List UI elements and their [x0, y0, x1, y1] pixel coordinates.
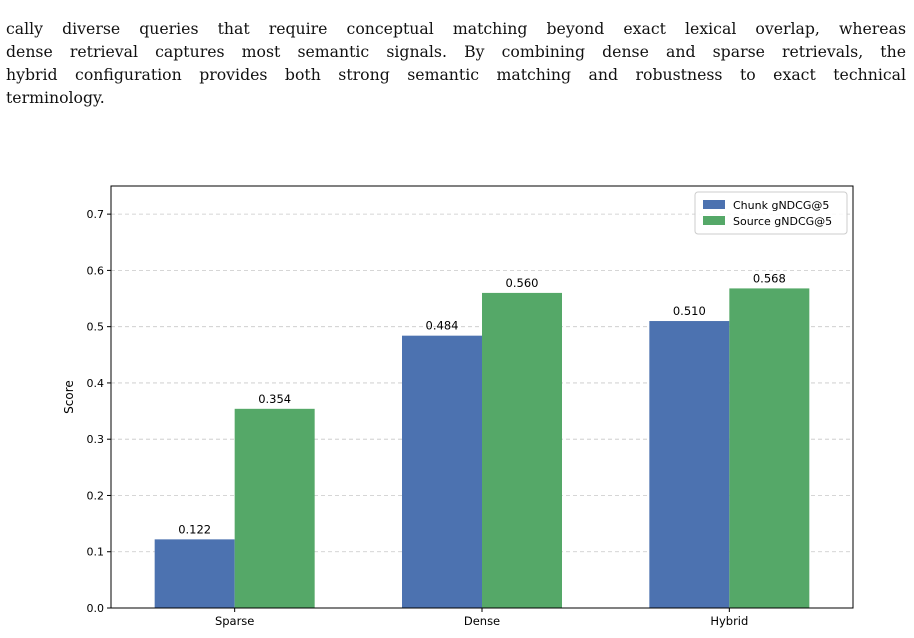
- y-tick-label: 0.5: [87, 321, 105, 334]
- bar-dense-chunk: [402, 335, 482, 608]
- data-label: 0.568: [753, 271, 786, 285]
- paragraph-line: hybrid configuration provides both stron…: [6, 65, 906, 84]
- axes: 0.0 0.1 0.2 0.3 0.4 0.5 0.6 0.7 Sparse Dense Hybri…: [87, 208, 749, 628]
- y-tick-label: 0.1: [87, 546, 105, 559]
- y-axis-label: Score: [62, 380, 76, 414]
- legend-label-chunk: Chunk gNDCG@5: [733, 199, 829, 212]
- bar-hybrid-chunk: [649, 321, 730, 608]
- paragraph-line: cally diverse queries that require conce…: [6, 19, 906, 38]
- x-tick-label: Dense: [464, 614, 500, 628]
- data-label: 0.510: [673, 304, 706, 318]
- body-paragraph: cally diverse queries that require conce…: [6, 17, 906, 109]
- legend: Chunk gNDCG@5 Source gNDCG@5: [694, 191, 848, 235]
- x-tick-label: Hybrid: [710, 614, 748, 628]
- bar-sparse-chunk: [154, 539, 235, 608]
- data-label: 0.560: [506, 276, 539, 290]
- bar-hybrid-source: [729, 288, 810, 608]
- legend-swatch-source: [703, 216, 725, 225]
- bar-sparse-source: [234, 408, 315, 608]
- data-label: 0.122: [178, 522, 211, 536]
- bar-dense-source: [482, 292, 562, 608]
- y-tick-label: 0.3: [87, 433, 105, 446]
- legend-label-source: Source gNDCG@5: [733, 215, 832, 228]
- data-label: 0.354: [258, 392, 291, 406]
- paragraph-line: terminology.: [6, 88, 105, 107]
- x-tick-label: Sparse: [215, 614, 254, 628]
- y-tick-label: 0.6: [87, 264, 105, 277]
- paragraph-line: dense retrieval captures most semantic s…: [6, 42, 906, 61]
- bar-chart: 0.122 0.354 0.484 0.560 0.510 0.568 0.0 0.1 0.2…: [62, 185, 854, 628]
- y-tick-label: 0.2: [87, 489, 105, 502]
- y-tick-label: 0.4: [87, 377, 105, 390]
- data-labels: 0.122 0.354 0.484 0.560 0.510 0.568: [178, 271, 786, 536]
- y-tick-label: 0.7: [87, 208, 105, 221]
- legend-swatch-chunk: [703, 200, 725, 209]
- data-label: 0.484: [426, 319, 459, 333]
- y-tick-label: 0.0: [87, 602, 105, 615]
- bars: [154, 288, 810, 608]
- legend-box: [694, 191, 848, 235]
